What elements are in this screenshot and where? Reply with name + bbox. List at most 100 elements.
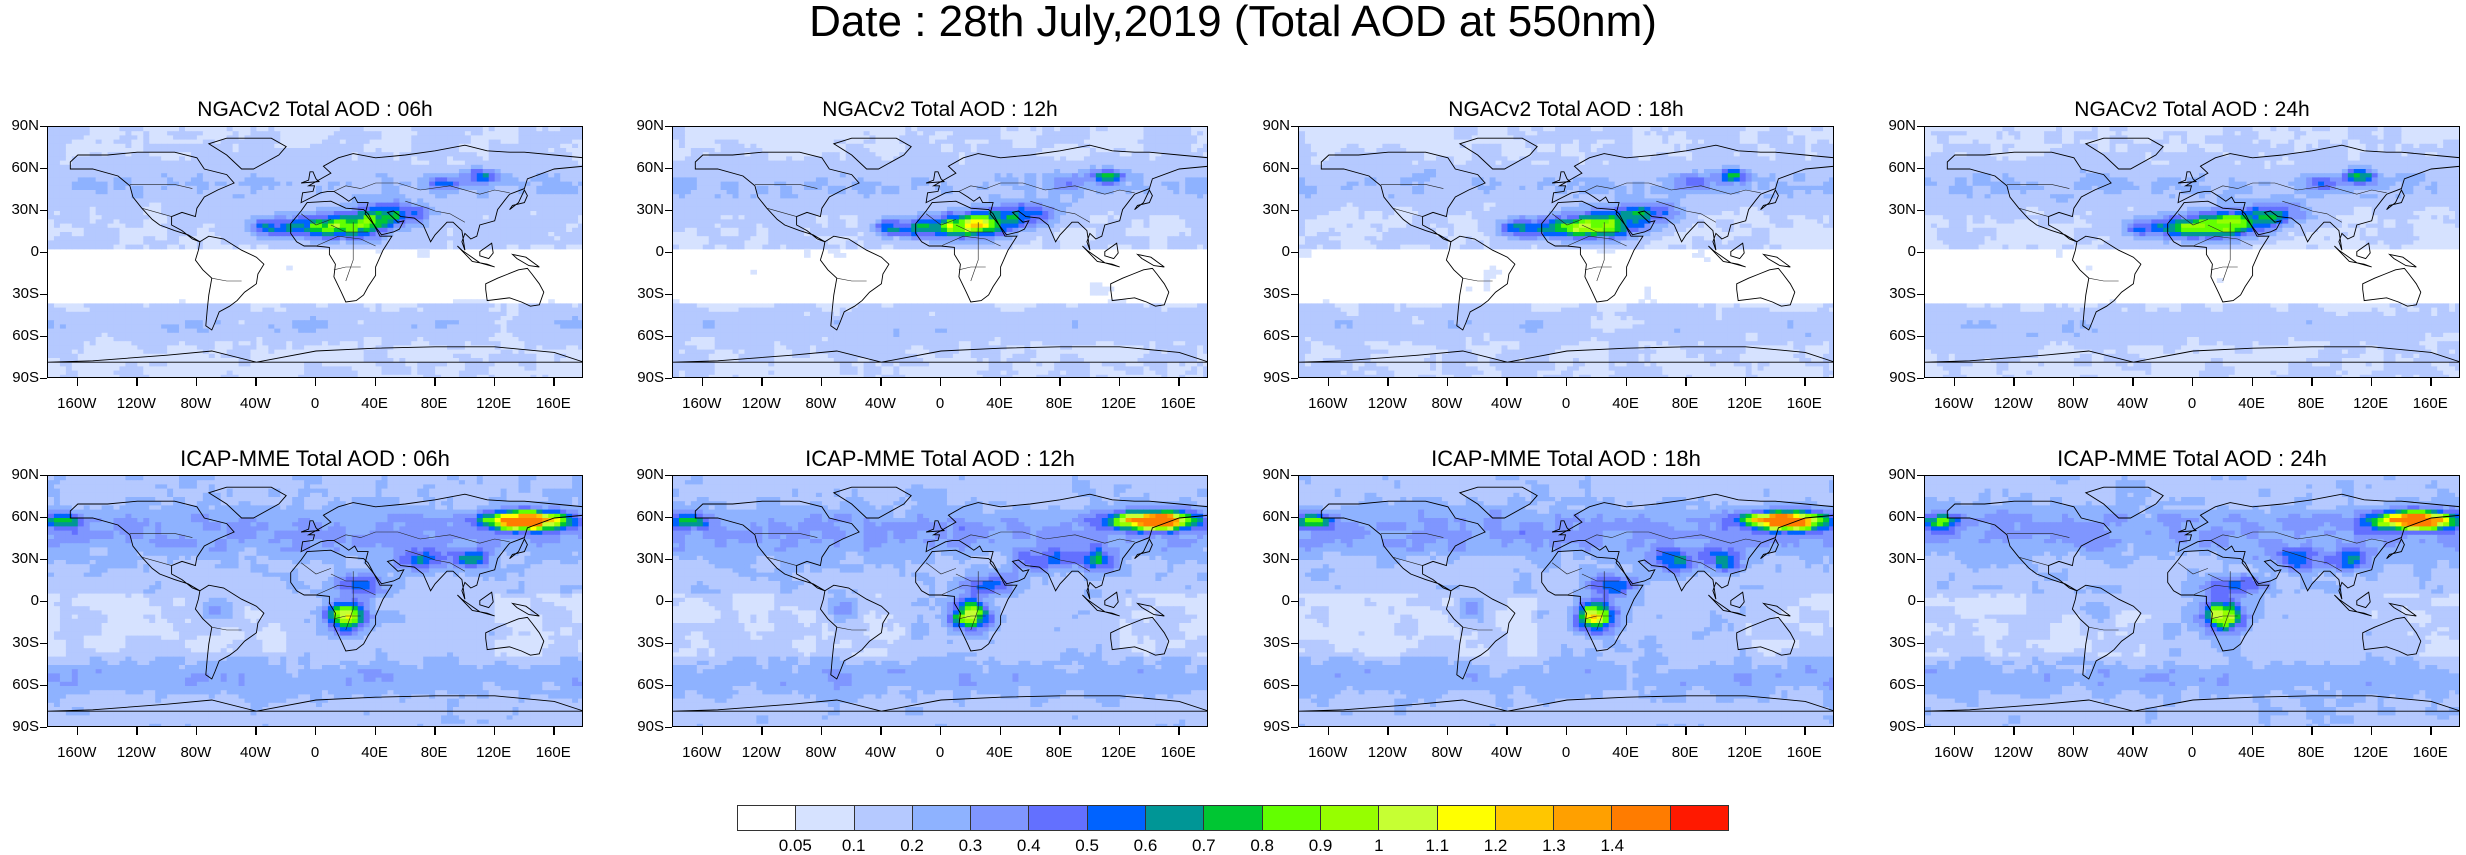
lat-tick-label: 90N [1878, 118, 1916, 134]
lat-tick-label: 90N [1, 118, 39, 134]
lat-tick-label: 90S [1, 719, 39, 735]
lat-tick-label: 0 [1878, 593, 1916, 609]
lat-tick-label: 30S [1878, 286, 1916, 302]
lat-tick-label: 30S [1, 635, 39, 651]
lon-tick [2192, 727, 2193, 735]
aod-map [47, 126, 583, 378]
lat-tick [1917, 517, 1924, 518]
lat-tick [40, 475, 47, 476]
lon-tick [1626, 378, 1627, 386]
lat-tick-label: 90N [1252, 118, 1290, 134]
colorbar-swatch [1438, 806, 1496, 830]
lat-tick-label: 30S [626, 635, 664, 651]
lon-tick [940, 727, 941, 735]
panel-title: NGACv2 Total AOD : 24h [1924, 98, 2460, 122]
lat-tick [1917, 168, 1924, 169]
lon-tick [315, 378, 316, 386]
lat-tick [40, 210, 47, 211]
aod-field-svg [1299, 476, 1834, 727]
lat-tick-label: 0 [1, 593, 39, 609]
lat-tick [1917, 336, 1924, 337]
lon-tick [1685, 727, 1686, 735]
lon-tick [1059, 378, 1060, 386]
lon-tick [255, 727, 256, 735]
colorbar-swatch [1379, 806, 1437, 830]
lat-tick [665, 727, 672, 728]
lat-tick-label: 30N [1878, 202, 1916, 218]
lon-tick [77, 378, 78, 386]
lat-tick [1291, 210, 1298, 211]
colorbar-swatch [738, 806, 796, 830]
lon-tick-label: 120W [106, 745, 166, 761]
lat-tick [1917, 378, 1924, 379]
lat-tick [40, 643, 47, 644]
lon-tick [1804, 378, 1805, 386]
lon-tick [1566, 378, 1567, 386]
lon-tick [2132, 727, 2133, 735]
lon-tick-label: 160E [1148, 745, 1208, 761]
aod-field-svg [48, 476, 583, 727]
lon-tick [2311, 378, 2312, 386]
lon-tick [1000, 378, 1001, 386]
colorbar-swatch [1263, 806, 1321, 830]
lon-tick-label: 80E [2281, 396, 2341, 412]
lon-tick [761, 727, 762, 735]
lat-tick-label: 60N [1878, 509, 1916, 525]
lon-tick-label: 120E [1715, 745, 1775, 761]
lon-tick-label: 120W [731, 396, 791, 412]
colorbar-swatch [1088, 806, 1146, 830]
lat-tick [665, 475, 672, 476]
lat-tick [40, 126, 47, 127]
lat-tick [1291, 517, 1298, 518]
lon-tick-label: 120W [1357, 745, 1417, 761]
lon-tick-label: 160W [1298, 396, 1358, 412]
lon-tick-label: 160E [1774, 745, 1834, 761]
lon-tick [2430, 727, 2431, 735]
lon-tick [553, 378, 554, 386]
lon-tick-label: 120E [464, 396, 524, 412]
lon-tick [2252, 727, 2253, 735]
lon-tick-label: 0 [285, 396, 345, 412]
lon-tick [702, 727, 703, 735]
lat-tick [1917, 727, 1924, 728]
colorbar-swatch [796, 806, 854, 830]
colorbar-label: 1 [1354, 837, 1404, 855]
lon-tick [1178, 378, 1179, 386]
colorbar-swatch [1554, 806, 1612, 830]
lon-tick [1119, 378, 1120, 386]
lon-tick-label: 40E [345, 745, 405, 761]
lat-tick-label: 60N [626, 509, 664, 525]
lat-tick [665, 336, 672, 337]
lon-tick-label: 120E [2341, 396, 2401, 412]
lat-tick-label: 60S [1252, 328, 1290, 344]
aod-map [1298, 475, 1834, 727]
lon-tick-label: 120W [731, 745, 791, 761]
lon-tick [375, 378, 376, 386]
lat-tick-label: 60S [1, 677, 39, 693]
lat-tick-label: 60S [626, 677, 664, 693]
lon-tick [1447, 727, 1448, 735]
lon-tick-label: 160E [523, 745, 583, 761]
lat-tick [1917, 643, 1924, 644]
lon-tick [1745, 378, 1746, 386]
lon-tick-label: 120E [1089, 745, 1149, 761]
colorbar-label: 0.3 [945, 837, 995, 855]
lon-tick-label: 160E [523, 396, 583, 412]
lon-tick [2430, 378, 2431, 386]
lon-tick [136, 378, 137, 386]
lon-tick [821, 378, 822, 386]
lat-tick [40, 727, 47, 728]
lat-tick [1291, 727, 1298, 728]
lon-tick-label: 0 [2162, 745, 2222, 761]
lat-tick-label: 90N [1, 467, 39, 483]
aod-map [47, 475, 583, 727]
lon-tick-label: 80E [1029, 745, 1089, 761]
lat-tick [665, 126, 672, 127]
lat-tick-label: 0 [626, 593, 664, 609]
lon-tick-label: 40W [850, 745, 910, 761]
aod-field-svg [1299, 127, 1834, 378]
lat-tick [1291, 643, 1298, 644]
